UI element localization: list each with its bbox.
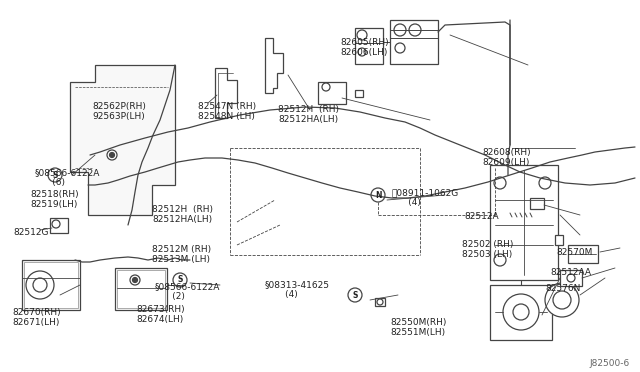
Bar — [490, 165, 558, 280]
Circle shape — [52, 220, 60, 228]
Bar — [22, 260, 80, 310]
Text: 82512AA: 82512AA — [550, 268, 591, 277]
Text: §08566-6122A
      (2): §08566-6122A (2) — [155, 282, 220, 301]
Text: 82512A: 82512A — [464, 212, 499, 221]
Circle shape — [48, 168, 62, 182]
Circle shape — [358, 48, 366, 56]
Text: 82512G: 82512G — [13, 228, 49, 237]
Circle shape — [348, 288, 362, 302]
Circle shape — [322, 83, 330, 91]
Circle shape — [357, 30, 367, 40]
Bar — [318, 82, 346, 104]
Circle shape — [567, 274, 575, 282]
Text: 82502 (RH)
82503 (LH): 82502 (RH) 82503 (LH) — [462, 240, 513, 259]
Circle shape — [132, 278, 138, 282]
Bar — [390, 20, 438, 64]
Bar — [355, 90, 363, 97]
Text: ⓝ08911-1062G
      (4): ⓝ08911-1062G (4) — [391, 188, 458, 208]
Text: §08313-41625
       (4): §08313-41625 (4) — [265, 280, 330, 299]
Circle shape — [109, 153, 115, 157]
Text: 82512M (RH)
82513M (LH): 82512M (RH) 82513M (LH) — [152, 245, 211, 264]
Bar — [555, 235, 563, 245]
Bar — [560, 270, 582, 286]
Text: 82512H  (RH)
82512HA(LH): 82512H (RH) 82512HA(LH) — [278, 105, 339, 124]
Text: S: S — [352, 291, 358, 299]
Text: §08566-6122A
      (6): §08566-6122A (6) — [35, 168, 100, 187]
Circle shape — [173, 273, 187, 287]
Bar — [115, 268, 167, 310]
Text: S: S — [177, 276, 182, 285]
Circle shape — [553, 291, 571, 309]
Text: 82576N: 82576N — [545, 284, 580, 293]
Circle shape — [26, 271, 54, 299]
Circle shape — [107, 150, 117, 160]
Text: 82547N (RH)
82548N (LH): 82547N (RH) 82548N (LH) — [198, 102, 256, 121]
Circle shape — [395, 43, 405, 53]
Bar — [530, 198, 544, 209]
Circle shape — [409, 24, 421, 36]
Bar — [355, 28, 383, 64]
Bar — [24, 262, 78, 308]
Text: 82562P(RH)
92563P(LH): 82562P(RH) 92563P(LH) — [92, 102, 146, 121]
Text: 82605(RH)
82606(LH): 82605(RH) 82606(LH) — [340, 38, 388, 57]
Circle shape — [371, 188, 385, 202]
Circle shape — [539, 177, 551, 189]
Circle shape — [503, 294, 539, 330]
Bar — [375, 298, 385, 306]
Polygon shape — [215, 68, 237, 118]
Text: 82670(RH)
82671(LH): 82670(RH) 82671(LH) — [12, 308, 61, 327]
Circle shape — [377, 299, 383, 305]
Bar — [117, 270, 165, 308]
Circle shape — [33, 278, 47, 292]
Text: 82550M(RH)
82551M(LH): 82550M(RH) 82551M(LH) — [390, 318, 446, 337]
Text: 82673(RH)
82674(LH): 82673(RH) 82674(LH) — [136, 305, 184, 324]
Bar — [50, 218, 68, 233]
Circle shape — [494, 177, 506, 189]
Circle shape — [394, 24, 406, 36]
Text: 82570M: 82570M — [556, 248, 593, 257]
Circle shape — [130, 275, 140, 285]
Text: 82512H  (RH)
82512HA(LH): 82512H (RH) 82512HA(LH) — [152, 205, 213, 224]
Text: N: N — [375, 190, 381, 199]
Circle shape — [545, 283, 579, 317]
Text: S: S — [52, 170, 58, 180]
Text: 82518(RH)
82519(LH): 82518(RH) 82519(LH) — [30, 190, 79, 209]
Bar — [568, 245, 598, 263]
Circle shape — [494, 254, 506, 266]
Text: J82500-6: J82500-6 — [589, 359, 630, 368]
Circle shape — [513, 304, 529, 320]
Bar — [490, 285, 552, 340]
Polygon shape — [70, 65, 175, 215]
Text: 82608(RH)
82609(LH): 82608(RH) 82609(LH) — [482, 148, 531, 167]
Polygon shape — [265, 38, 283, 93]
